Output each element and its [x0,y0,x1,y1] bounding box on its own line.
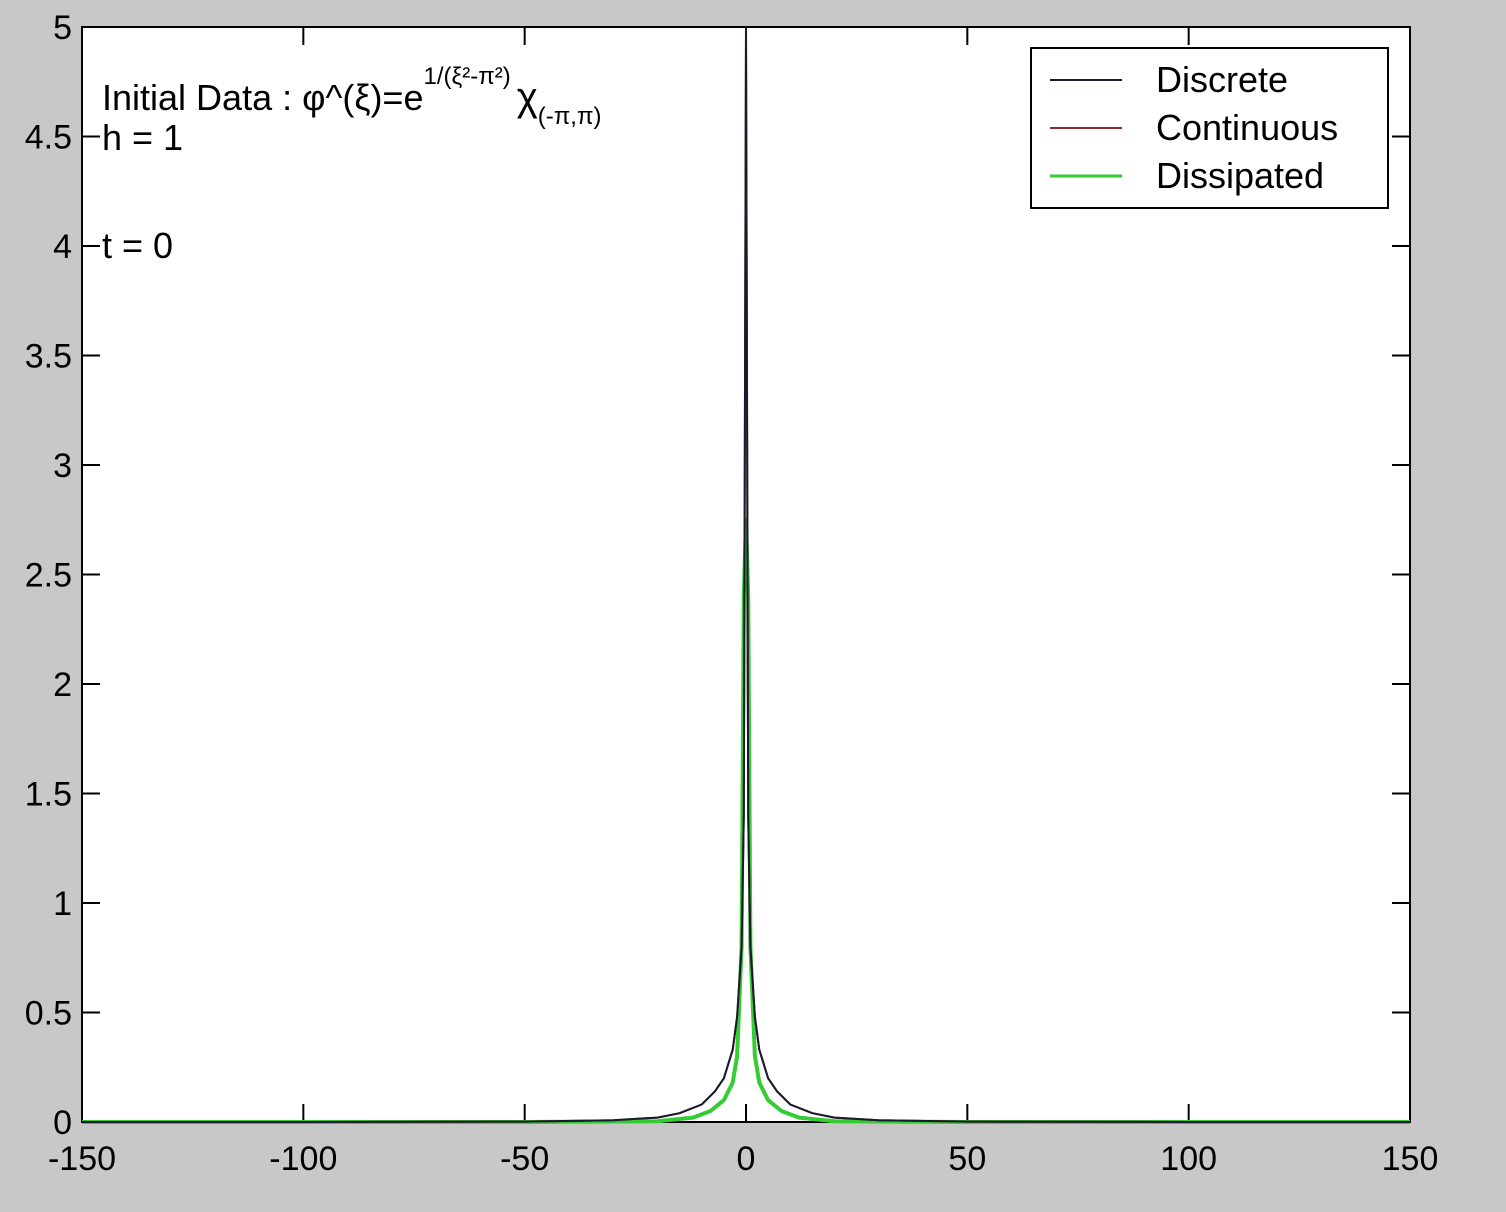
legend: Discrete Continuous Dissipated [1030,47,1389,209]
annotation-initial-data: Initial Data : φ^(ξ)=e1/(ξ²-π²) χ(-π,π) [102,63,602,130]
axis-ticks [81,26,1411,1123]
x-tick-label: -50 [500,1140,549,1178]
x-tick-label: 100 [1160,1140,1217,1178]
annotation-h: h = 1 [102,117,183,158]
x-tick-label: 150 [1382,1140,1439,1178]
y-tick-label: 5 [53,9,72,47]
y-tick-label: 3 [53,447,72,485]
series-line-discrete [82,26,1410,1123]
x-tick-label: -100 [269,1140,337,1178]
annotation-t: t = 0 [102,225,173,266]
legend-label-dissipated: Dissipated [1156,155,1324,196]
y-tick-label: 0 [53,1104,72,1142]
y-tick-label: 4 [53,228,72,266]
annotation-block: Initial Data : φ^(ξ)=e1/(ξ²-π²) χ(-π,π) h… [102,63,602,266]
x-tick-label: 0 [737,1140,756,1178]
legend-label-discrete: Discrete [1156,59,1288,100]
y-tick-label: 3.5 [25,338,72,376]
y-tick-label: 2.5 [25,557,72,595]
axis-tick-labels: -150 -100 -50 0 50 100 150 0 0.5 1 1.5 2 2.5 3 3.5 4 4.5… [25,9,1439,1178]
legend-label-continuous: Continuous [1156,107,1338,148]
x-tick-label: -150 [48,1140,116,1178]
y-tick-label: 1 [53,885,72,923]
x-tick-label: 50 [948,1140,986,1178]
y-tick-label: 0.5 [25,995,72,1033]
y-tick-label: 4.5 [25,119,72,157]
y-tick-label: 2 [53,666,72,704]
series-line-dissipated [82,517,1410,1124]
series-layer [82,26,1410,1124]
y-tick-label: 1.5 [25,776,72,814]
